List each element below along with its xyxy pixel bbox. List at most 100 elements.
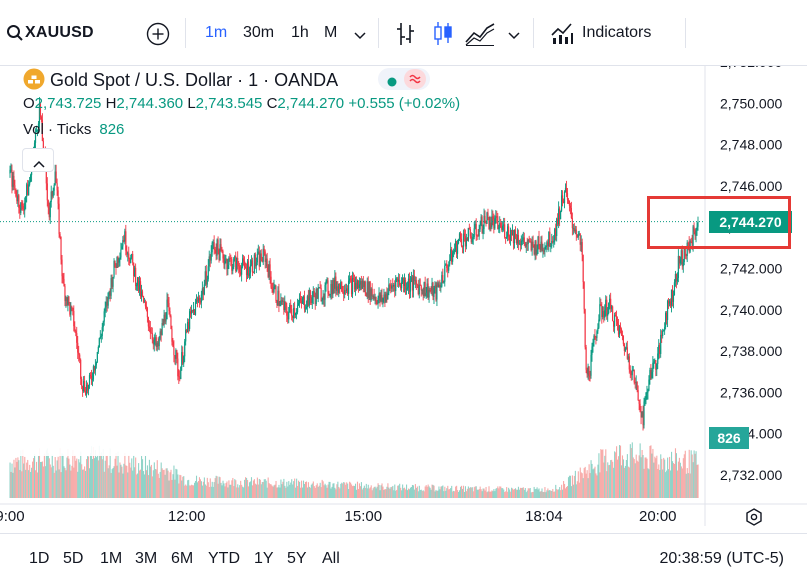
volume-bar	[532, 491, 534, 498]
volume-bar	[516, 489, 519, 498]
candle-body	[610, 298, 612, 309]
interval-month[interactable]: M	[324, 24, 338, 41]
candle-body	[219, 244, 221, 261]
volume-bar	[278, 484, 280, 498]
volume-bar	[564, 483, 566, 498]
volume-bar	[621, 455, 624, 498]
chevron-down-icon[interactable]	[354, 28, 366, 46]
range-ytd-button[interactable]: YTD	[208, 550, 240, 567]
candle-body	[124, 231, 126, 242]
candle-body	[471, 238, 473, 243]
candle-body	[182, 352, 184, 364]
candle-body	[144, 301, 147, 307]
range-5d-button[interactable]: 5D	[63, 550, 84, 567]
candle-body	[258, 251, 260, 267]
candle-body	[191, 310, 194, 312]
timezone-clock[interactable]: 20:38:59 (UTC-5)	[659, 550, 785, 567]
candle-body	[546, 242, 548, 247]
candle-body	[305, 307, 307, 309]
range-1m-button[interactable]: 1M	[100, 550, 123, 567]
volume-bar	[282, 481, 284, 498]
range-1y-button[interactable]: 1Y	[254, 550, 274, 567]
candle-body	[501, 226, 503, 230]
chart-area[interactable]: 2,752.000 2,750.000 2,748.000 2,746.000 2,74…	[0, 66, 807, 526]
candle-body	[529, 241, 531, 243]
candle-body	[439, 284, 441, 288]
volume-bar	[371, 490, 373, 498]
candle-body	[324, 284, 326, 300]
market-status-pill[interactable]	[378, 68, 430, 90]
interval-1m[interactable]: 1m	[205, 24, 228, 41]
symbol-search-button[interactable]: XAUUSD	[25, 24, 94, 41]
search-icon[interactable]	[6, 24, 24, 47]
candle-body	[658, 345, 660, 354]
range-6m-button[interactable]: 6M	[171, 550, 194, 567]
price-chart[interactable]: 2,752.000 2,750.000 2,748.000 2,746.000 2,74…	[0, 66, 807, 526]
settings-icon[interactable]	[745, 508, 763, 531]
candle-body	[152, 339, 154, 345]
candle-body	[648, 379, 650, 391]
indicators-button[interactable]: Indicators	[582, 24, 652, 41]
volume-bar	[623, 467, 625, 498]
candle-body	[478, 229, 480, 237]
collapse-legend-button[interactable]	[22, 148, 54, 172]
volume-bar	[297, 485, 299, 498]
bar-chart-type-icon[interactable]	[396, 21, 416, 52]
candle-body	[94, 365, 96, 371]
volume-bar	[437, 490, 439, 498]
add-symbol-icon[interactable]	[146, 22, 170, 51]
area-chart-type-icon[interactable]	[465, 22, 495, 51]
candle-body	[180, 367, 182, 380]
volume-bar	[685, 473, 687, 498]
candle-body	[600, 304, 602, 306]
volume-bar	[570, 486, 572, 498]
candles-chart-type-icon[interactable]	[433, 21, 453, 52]
volume-bar	[609, 464, 611, 498]
volume-bar	[675, 453, 678, 498]
volume-bar	[673, 464, 676, 498]
volume-bar	[283, 478, 285, 498]
indicators-icon[interactable]	[550, 21, 574, 50]
volume-bar	[43, 453, 45, 498]
candle-body	[190, 310, 193, 314]
interval-1h[interactable]: 1h	[291, 24, 309, 41]
volume-bar	[120, 464, 122, 498]
volume-bar	[300, 487, 302, 498]
candle-body	[372, 295, 374, 297]
volume-bar	[370, 485, 372, 498]
candle-body	[218, 249, 220, 261]
volume-legend: Vol · Ticks 826	[23, 121, 124, 138]
interval-30m[interactable]: 30m	[243, 24, 275, 41]
candle-body	[344, 290, 346, 295]
candle-body	[435, 285, 437, 300]
candle-body	[390, 285, 392, 289]
candle-body	[211, 242, 213, 253]
volume-bar	[549, 489, 551, 498]
volume-bar	[612, 461, 614, 498]
range-1d-button[interactable]: 1D	[29, 550, 50, 567]
range-all-button[interactable]: All	[322, 550, 340, 567]
volume-bar	[182, 476, 184, 498]
volume-bar	[682, 458, 684, 498]
volume-bar	[393, 490, 395, 498]
range-3m-button[interactable]: 3M	[135, 550, 158, 567]
volume-bar	[463, 491, 466, 498]
volume-bar	[293, 481, 295, 498]
volume-bar	[133, 455, 135, 498]
volume-bar	[328, 481, 330, 498]
high-key: H	[105, 95, 117, 112]
range-5y-button[interactable]: 5Y	[287, 550, 307, 567]
candle-body	[536, 249, 538, 255]
chevron-down-icon[interactable]	[508, 28, 520, 46]
volume-bar	[405, 489, 407, 498]
candle-body	[395, 278, 397, 291]
candle-body	[422, 290, 424, 297]
volume-bar	[49, 464, 51, 498]
candle-body	[527, 239, 529, 244]
volume-bar	[686, 468, 688, 498]
last-price-label: 2,744.270	[709, 210, 792, 233]
candle-body	[214, 249, 216, 251]
volume-bar	[124, 452, 126, 498]
volume-bar	[508, 487, 510, 498]
candle-body	[341, 281, 343, 292]
